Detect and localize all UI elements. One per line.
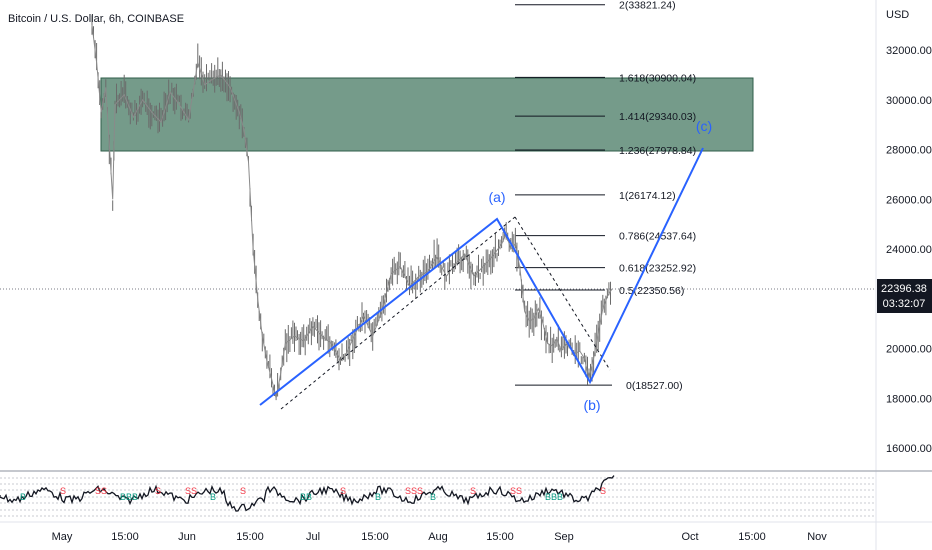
time-tick-4: Jul: [306, 531, 320, 543]
current-price-badge[interactable]: [877, 279, 932, 313]
price-line: [91, 25, 613, 399]
price-tick-8: 16000.00: [886, 443, 932, 455]
price-tick-7: 18000.00: [886, 393, 932, 405]
fib-label-2: 1.414(29340.03): [619, 111, 696, 123]
wave-label-c: (c): [696, 118, 712, 134]
osc-signal-9: S: [340, 486, 346, 496]
osc-signal-16: S: [600, 486, 606, 496]
fib-label-4: 1(26174.12): [619, 190, 676, 202]
time-tick-7: 15:00: [486, 531, 514, 543]
price-axis[interactable]: [876, 0, 932, 470]
osc-signal-5: SS: [185, 486, 197, 496]
current-price-value: 22396.38: [881, 283, 927, 295]
time-tick-10: 15:00: [738, 531, 766, 543]
price-axis-ticks: 32000.00 30000.00 28000.00 26000.00 24000.00…: [886, 45, 932, 455]
elliott-wave-abc[interactable]: [259, 147, 704, 406]
osc-signal-7: S: [240, 486, 246, 496]
main-pane[interactable]: [0, 0, 876, 470]
fib-label-6: 0.618(23252.92): [619, 263, 696, 275]
osc-signal-13: S: [470, 486, 476, 496]
wave-label-a: (a): [488, 189, 505, 205]
osc-signal-12: B: [430, 492, 436, 502]
osc-signal-11: SSS: [405, 486, 423, 496]
fib-label-7: 0.5(22350.56): [619, 285, 684, 297]
time-tick-9: Oct: [681, 531, 698, 543]
time-tick-11: Nov: [807, 531, 827, 543]
fib-extension-levels[interactable]: 2(33821.24) 1.618(30900.04) 1.414(29340.03…: [515, 0, 696, 392]
osc-signal-2: SS: [95, 486, 107, 496]
price-tick-0: 32000.00: [886, 45, 932, 57]
osc-signal-15: BBB: [545, 492, 563, 502]
osc-signal-14: SS: [510, 486, 522, 496]
target-zone-rectangle[interactable]: [100, 77, 754, 152]
time-axis-ticks: May 15:00 Jun 15:00 Jul 15:00 Aug 15:00 Sep Oct 15…: [52, 531, 828, 543]
time-tick-8: Sep: [554, 531, 574, 543]
osc-line: [0, 475, 615, 512]
time-tick-0: May: [52, 531, 73, 543]
price-tick-6: 20000.00: [886, 344, 932, 356]
fib-label-8: 0(18527.00): [626, 380, 683, 392]
osc-signal-10: B: [375, 492, 381, 502]
time-tick-5: 15:00: [361, 531, 389, 543]
osc-signal-6: B: [210, 492, 216, 502]
dashed-channel-line-2[interactable]: [514, 216, 611, 371]
time-tick-6: Aug: [428, 531, 448, 543]
osc-signal-0: B: [20, 492, 26, 502]
currency-label: USD: [886, 9, 909, 21]
price-tick-3: 26000.00: [886, 194, 932, 206]
osc-signal-1: S: [60, 486, 66, 496]
wave-label-b: (b): [583, 397, 600, 413]
fib-label-3: 1.236(27978.84): [619, 145, 696, 157]
osc-signal-4: S: [155, 486, 161, 496]
fib-label-1: 1.618(30900.04): [619, 72, 696, 84]
fib-label-0: 2(33821.24): [619, 0, 676, 12]
countdown-timer: 03:32:07: [883, 298, 926, 310]
chart-title: Bitcoin / U.S. Dollar, 6h, COINBASE: [8, 13, 184, 25]
osc-signal-3: BBB: [120, 492, 138, 502]
fib-label-5: 0.786(24537.64): [619, 231, 696, 243]
time-tick-3: 15:00: [236, 531, 264, 543]
dashed-channel: [280, 216, 611, 410]
price-tick-4: 24000.00: [886, 244, 932, 256]
wave-path[interactable]: [259, 147, 704, 406]
time-tick-2: Jun: [178, 531, 196, 543]
time-tick-1: 15:00: [111, 531, 139, 543]
dashed-channel-line-1[interactable]: [280, 216, 516, 410]
osc-signal-8: BB: [300, 492, 312, 502]
price-tick-2: 28000.00: [886, 145, 932, 157]
price-tick-1: 30000.00: [886, 95, 932, 107]
